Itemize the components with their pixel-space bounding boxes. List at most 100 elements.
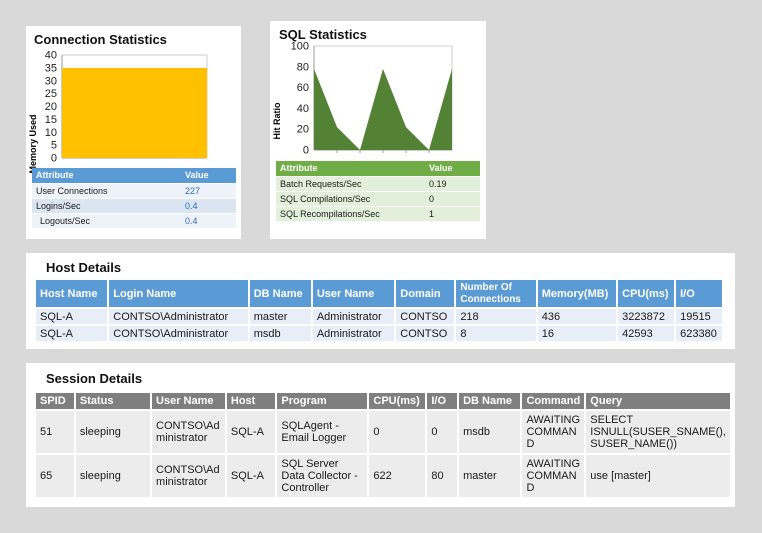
spid-cell: 65 xyxy=(36,455,74,497)
command-cell: AWAITING COMMAND xyxy=(522,411,585,453)
attribute-header: Attribute xyxy=(32,168,181,184)
program-cell: SQLAgent - Email Logger xyxy=(277,411,368,453)
user-name-header: User Name xyxy=(312,280,395,307)
table-row: SQL Recompilations/Sec 1 xyxy=(276,206,480,222)
table-row: SQL Compilations/Sec 0 xyxy=(276,191,480,207)
command-header: Command xyxy=(522,393,585,409)
program-cell: SQL Server Data Collector - Controller xyxy=(277,455,368,497)
host-details-table: Host Name Login Name DB Name User Name D… xyxy=(34,278,724,343)
host-header: Host xyxy=(226,393,276,409)
login-name-cell: CONTSO\Administrator xyxy=(109,326,248,341)
connection-stats-table: Attribute Value User Connections 227 Log… xyxy=(32,168,236,229)
y-tick-label: 0 xyxy=(303,145,309,157)
cpu-header: CPU(ms) xyxy=(369,393,426,409)
y-tick-label: 80 xyxy=(297,61,309,73)
query-cell: SELECT ISNULL(SUSER_SNAME(), SUSER_NAME(… xyxy=(586,411,730,453)
connections-cell: 8 xyxy=(456,326,536,341)
spid-header: SPID xyxy=(36,393,74,409)
connections-cell: 218 xyxy=(456,309,536,324)
db-name-cell: master xyxy=(249,309,311,324)
session-details-title: Session Details xyxy=(46,371,143,386)
session-details-table: SPID Status User Name Host Program CPU(m… xyxy=(34,391,732,499)
attribute-cell: SQL Recompilations/Sec xyxy=(276,206,425,222)
table-row: Batch Requests/Sec 0.19 xyxy=(276,176,480,192)
table-row: 65 sleeping CONTSO\Administrator SQL-A S… xyxy=(36,455,730,497)
session-details-panel: Session Details SPID Status User Name Ho… xyxy=(26,363,735,507)
io-cell: 19515 xyxy=(676,309,722,324)
login-name-header: Login Name xyxy=(109,280,248,307)
memory-cell: 436 xyxy=(537,309,617,324)
host-cell: SQL-A xyxy=(226,411,276,453)
table-row: 51 sleeping CONTSO\Administrator SQL-A S… xyxy=(36,411,730,453)
attribute-cell: Logins/Sec xyxy=(32,198,181,214)
user-name-cell: CONTSO\Administrator xyxy=(152,411,225,453)
status-cell: sleeping xyxy=(75,455,151,497)
connection-stats-title: Connection Statistics xyxy=(34,32,167,47)
host-details-panel: Host Details Host Name Login Name DB Nam… xyxy=(26,253,735,349)
io-header: I/O xyxy=(676,280,722,307)
table-row: SQL-A CONTSO\Administrator msdb Administ… xyxy=(36,326,722,341)
attribute-header: Attribute xyxy=(276,161,425,177)
host-name-cell: SQL-A xyxy=(36,326,108,341)
y-tick-label: 5 xyxy=(51,140,57,152)
cpu-cell: 0 xyxy=(369,411,426,453)
connections-header: Number Of Connections xyxy=(456,280,536,307)
host-cell: SQL-A xyxy=(226,455,276,497)
y-tick-label: 40 xyxy=(45,50,57,62)
host-details-title: Host Details xyxy=(46,260,122,275)
table-row: Logouts/Sec 0.4 xyxy=(32,213,236,229)
y-tick-label: 30 xyxy=(45,75,57,87)
query-header: Query xyxy=(586,393,730,409)
sql-stats-panel: SQL Statistics Hit Ratio 0 20 40 60 80 100 At… xyxy=(270,21,486,239)
cpu-cell: 3223872 xyxy=(618,309,675,324)
program-header: Program xyxy=(277,393,368,409)
attribute-cell: SQL Compilations/Sec xyxy=(276,191,425,207)
y-tick-label: 60 xyxy=(297,82,309,94)
attribute-cell: User Connections xyxy=(32,183,181,199)
area-series xyxy=(314,68,452,150)
db-name-cell: msdb xyxy=(459,411,521,453)
y-tick-label: 25 xyxy=(45,88,57,100)
cpu-header: CPU(ms) xyxy=(618,280,675,307)
y-tick-label: 0 xyxy=(51,153,57,165)
user-name-cell: Administrator xyxy=(312,326,395,341)
y-tick-label: 15 xyxy=(45,114,57,126)
value-cell: 1 xyxy=(425,206,480,222)
host-name-cell: SQL-A xyxy=(36,309,108,324)
table-row: User Connections 227 xyxy=(32,183,236,199)
command-cell: AWAITING COMMAND xyxy=(522,455,585,497)
status-header: Status xyxy=(75,393,151,409)
io-cell: 80 xyxy=(427,455,458,497)
table-row: SQL-A CONTSO\Administrator master Admini… xyxy=(36,309,722,324)
domain-cell: CONTSO xyxy=(396,326,455,341)
cpu-cell: 622 xyxy=(369,455,426,497)
hit-ratio-chart: Hit Ratio 0 20 40 60 80 100 xyxy=(272,41,453,157)
login-name-cell: CONTSO\Administrator xyxy=(109,309,248,324)
connection-stats-panel: Connection Statistics Memory Used 0 5 10 15… xyxy=(26,26,241,239)
memory-header: Memory(MB) xyxy=(537,280,617,307)
sql-stats-title: SQL Statistics xyxy=(279,27,367,42)
area-series xyxy=(62,67,207,158)
y-tick-label: 40 xyxy=(297,103,309,115)
table-row: Logins/Sec 0.4 xyxy=(32,198,236,214)
cpu-cell: 42593 xyxy=(618,326,675,341)
y-tick-label: 20 xyxy=(45,101,57,113)
query-cell: use [master] xyxy=(586,455,730,497)
db-name-cell: master xyxy=(459,455,521,497)
value-cell: 0.4 xyxy=(181,213,236,229)
status-cell: sleeping xyxy=(75,411,151,453)
user-name-cell: Administrator xyxy=(312,309,395,324)
memory-cell: 16 xyxy=(537,326,617,341)
db-name-header: DB Name xyxy=(459,393,521,409)
io-cell: 0 xyxy=(427,411,458,453)
spid-cell: 51 xyxy=(36,411,74,453)
domain-header: Domain xyxy=(396,280,455,307)
y-tick-label: 20 xyxy=(297,124,309,136)
db-name-cell: msdb xyxy=(249,326,311,341)
attribute-cell: Logouts/Sec xyxy=(32,213,181,229)
io-header: I/O xyxy=(427,393,458,409)
y-tick-label: 10 xyxy=(45,127,57,139)
y-axis-label: Hit Ratio xyxy=(272,102,282,140)
io-cell: 623380 xyxy=(676,326,722,341)
